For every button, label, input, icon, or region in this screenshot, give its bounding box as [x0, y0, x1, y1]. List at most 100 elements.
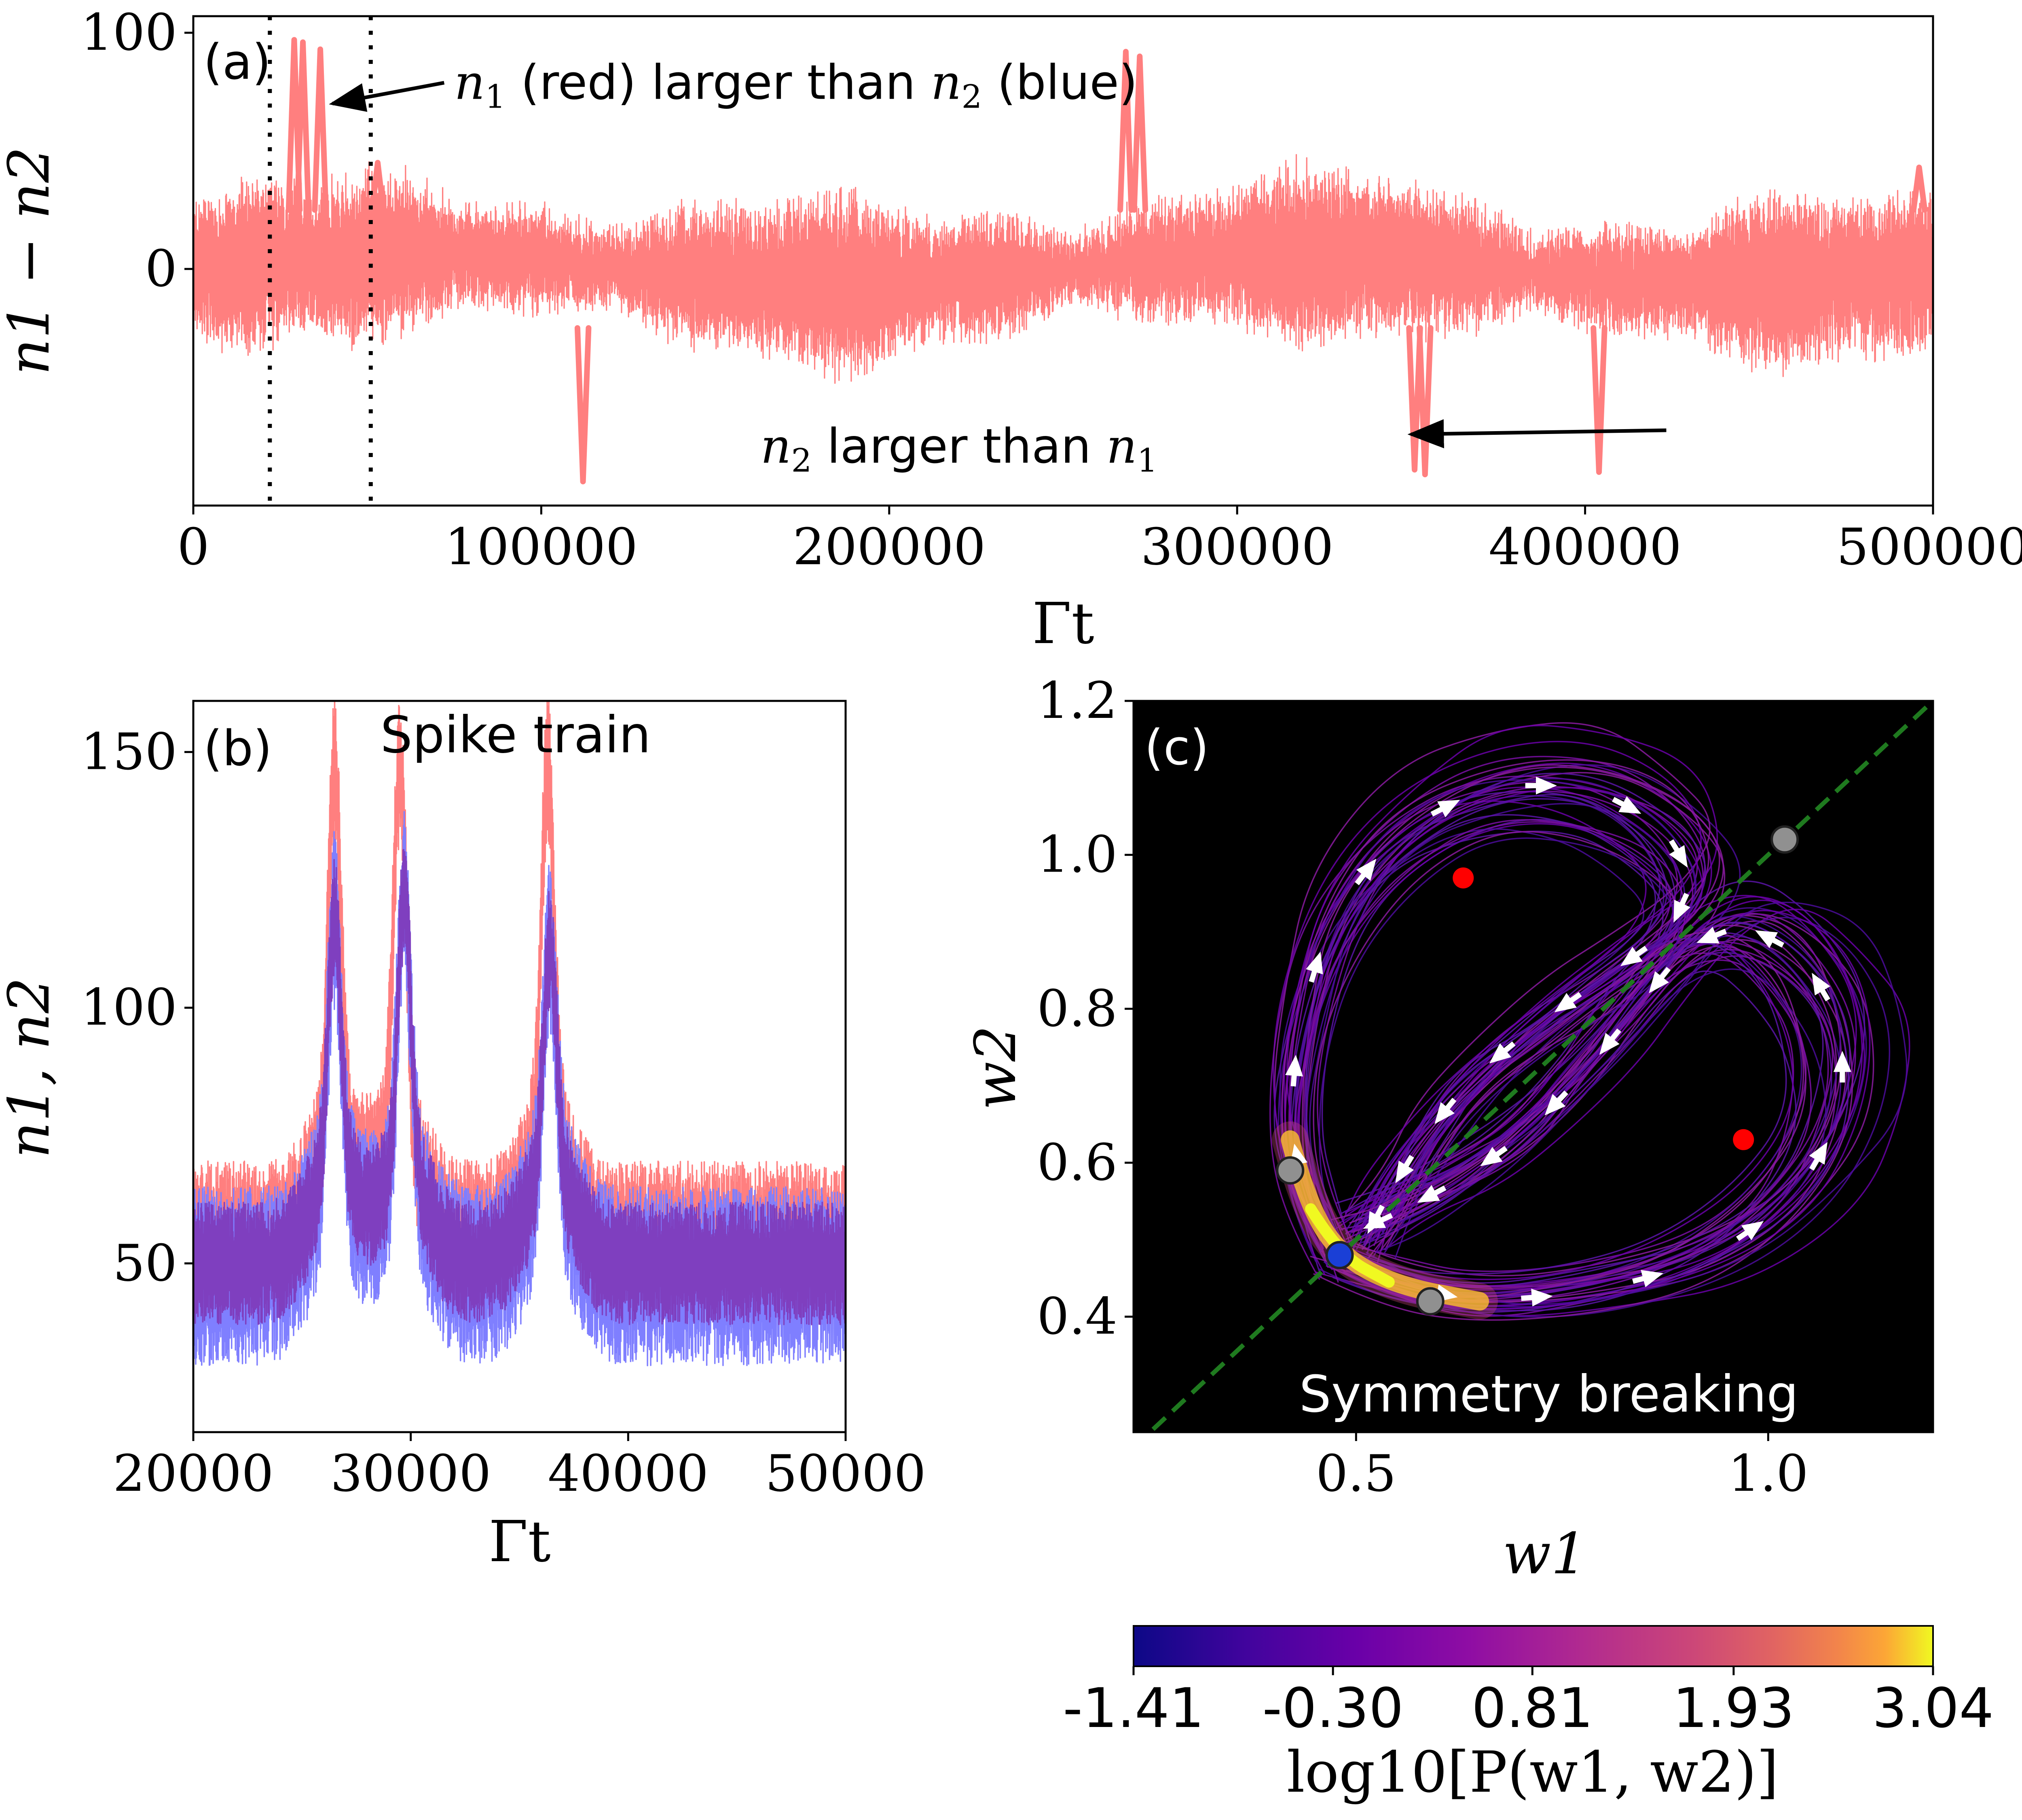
b-title: Spike train [381, 706, 651, 764]
a-panel-label: (a) [203, 34, 271, 91]
c-fixed-point-gray [1416, 1287, 1445, 1316]
colorbar-tick-label: 3.04 [1872, 1676, 1994, 1740]
c-trajectory [1313, 831, 1680, 1266]
a-x-ticks: 0 100000 200000 300000 400000 500000 [177, 506, 2022, 576]
c-flow-arrow [1620, 946, 1648, 966]
a-spike-series [286, 37, 1928, 485]
c-x-tick-label: 0.5 [1316, 1444, 1396, 1503]
c-x-tick-label: 1.0 [1728, 1444, 1808, 1503]
c-trajectory [1365, 908, 1910, 1317]
b-y-tick-label: 150 [80, 722, 177, 781]
c-flow-arrow [1632, 1270, 1664, 1287]
c-x-ticks: 0.5 1.0 [1316, 1432, 1808, 1503]
c-trajectory [1288, 781, 1678, 1239]
c-flow-arrow [1755, 930, 1785, 948]
c-trajectory [1327, 895, 1857, 1287]
b-y-ticks: 50 100 150 [80, 722, 193, 1293]
c-trajectory [1309, 764, 1741, 1274]
c-flow-arrow [1306, 952, 1323, 983]
c-flow-arrow [1554, 992, 1582, 1012]
b-x-tick-label: 40000 [548, 1444, 709, 1503]
c-flow-arrow [1669, 839, 1688, 868]
c-flow-arrow [1285, 1054, 1303, 1087]
c-flow-arrow [1430, 800, 1460, 817]
colorbar-tick-label: -1.41 [1063, 1676, 1204, 1740]
c-trajectory [1305, 794, 1668, 1244]
panel-a: 0 100000 200000 300000 400000 500000 0 100 (a)… [0, 3, 2022, 657]
c-trajectory [1295, 795, 1665, 1249]
b-x-tick-label: 30000 [330, 1444, 491, 1503]
b-x-axis-label: Γt [489, 1509, 550, 1575]
a-y-ticks: 0 100 [80, 3, 193, 298]
c-fixed-point-gray [1276, 1156, 1305, 1185]
c-flow-arrow [1363, 1211, 1393, 1229]
a-x-tick-label: 300000 [1141, 518, 1334, 576]
a-x-tick-label: 0 [177, 518, 209, 576]
c-trajectory [1305, 803, 1686, 1261]
c-fixed-point-red [1733, 1129, 1754, 1150]
c-trajectory [1335, 913, 1874, 1303]
c-flow-arrow [1355, 859, 1377, 885]
panel-b: 20000 30000 40000 50000 50 100 150 (b) Spike … [0, 700, 926, 1575]
b-series-n2 [193, 811, 846, 1367]
colorbar-ticks: -1.41 -0.30 0.81 1.93 3.04 [1063, 1666, 1994, 1740]
a-frame [192, 15, 1934, 507]
c-fixed-points [1276, 825, 1799, 1316]
a-x-axis-label: Γt [1032, 591, 1094, 657]
c-trajectory [1346, 952, 1832, 1297]
c-fixed-point-red [1453, 867, 1474, 889]
c-flow-arrow [1544, 1090, 1568, 1115]
c-panel-label: (c) [1144, 720, 1209, 776]
c-flow-arrow [1395, 1155, 1414, 1183]
c-flow-arrow [1612, 796, 1641, 814]
b-y-tick-label: 100 [80, 978, 177, 1037]
a-y-tick-label: 100 [80, 3, 177, 62]
a-annotation-2: n2 larger than n1 [760, 418, 1157, 479]
c-flow-arrow [1480, 1146, 1508, 1166]
c-y-tick-label: 0.4 [1037, 1287, 1117, 1346]
c-trajectory [1319, 880, 1865, 1284]
c-trajectory [1284, 766, 1720, 1270]
b-x-tick-label: 20000 [113, 1444, 274, 1503]
c-fixed-point-blue [1325, 1241, 1354, 1270]
b-x-ticks: 20000 30000 40000 50000 [113, 1432, 926, 1503]
c-trajectory [1318, 837, 1679, 1268]
c-y-axis-label: w2 [963, 1026, 1029, 1110]
c-trajectory [1289, 756, 1706, 1260]
c-flow-arrow [1417, 1185, 1447, 1203]
c-trajectory [1324, 899, 1863, 1307]
c-flow-arrow [1489, 1041, 1516, 1064]
c-flow-arrow [1649, 967, 1671, 993]
a-x-tick-label: 500000 [1836, 518, 2022, 576]
c-background [1134, 701, 1933, 1432]
c-y-tick-label: 0.6 [1037, 1133, 1117, 1192]
c-fixed-point-gray [1770, 825, 1799, 854]
c-x-axis-label: w1 [1503, 1521, 1587, 1587]
b-x-tick-label: 50000 [765, 1444, 926, 1503]
c-trajectory [1306, 772, 1726, 1267]
c-trajectory [1328, 938, 1794, 1280]
c-trajectory [1326, 938, 1787, 1275]
a-annotation-1: n1 (red) larger than n2 (blue) [454, 55, 1138, 116]
colorbar [1133, 1625, 1934, 1667]
b-y-tick-label: 50 [113, 1234, 177, 1293]
c-flow-arrow [1434, 1098, 1457, 1124]
colorbar-tick-label: 1.93 [1673, 1676, 1795, 1740]
c-flow-arrow [1812, 973, 1830, 1001]
colorbar-tick-label: 0.81 [1472, 1676, 1593, 1740]
c-flow-arrow [1521, 1289, 1553, 1307]
a-y-axis-label: n1 − n2 [0, 147, 62, 375]
colorbar-tick-label: -0.30 [1262, 1676, 1403, 1740]
c-bottom-label: Symmetry breaking [1299, 1365, 1798, 1424]
b-panel-label: (b) [203, 721, 272, 777]
panel-c: 0.5 1.0 0.4 0.6 0.8 1.0 1.2 (c) Symmetry brea… [963, 671, 1994, 1805]
colorbar-label: log10[P(w1, w2)] [1287, 1740, 1779, 1805]
a-y-tick-label: 0 [145, 239, 177, 298]
a-x-tick-label: 100000 [445, 518, 638, 576]
c-frame [1132, 700, 1934, 1433]
a-annotation-arrow-1 [329, 81, 445, 112]
c-y-tick-label: 1.0 [1037, 825, 1117, 884]
c-trajectory [1357, 939, 1847, 1303]
c-y-ticks: 0.4 0.6 0.8 1.0 1.2 [1037, 671, 1134, 1346]
